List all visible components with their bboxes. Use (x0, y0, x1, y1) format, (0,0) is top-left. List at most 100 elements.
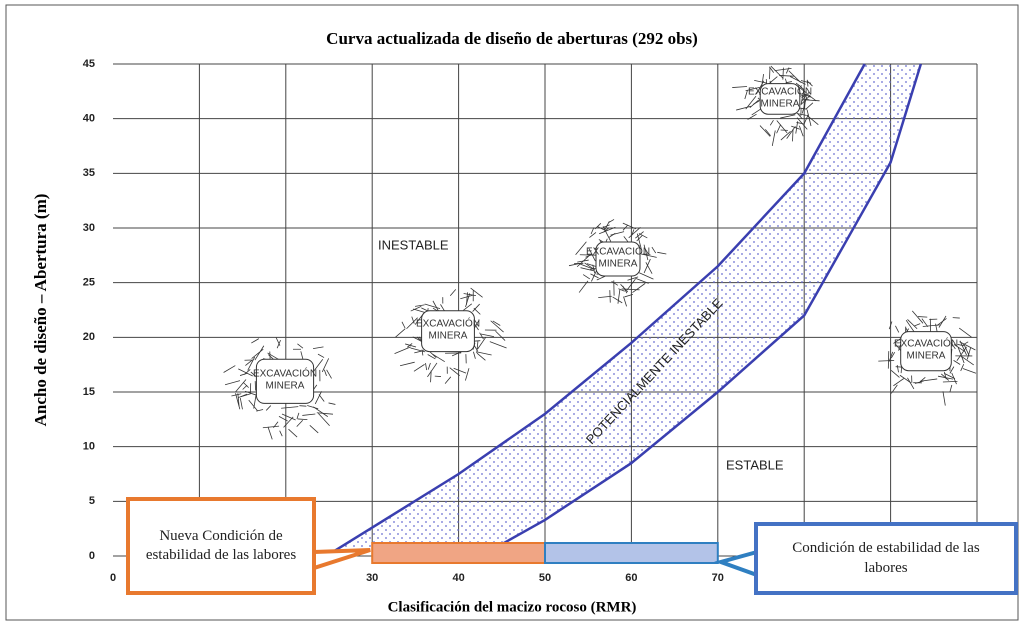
hatch (895, 325, 900, 333)
hatch (421, 349, 424, 356)
hatch (805, 99, 820, 102)
hatch (732, 86, 748, 88)
hatch (432, 353, 445, 363)
x-tick-label: 40 (452, 572, 464, 584)
hatch (414, 350, 424, 354)
hatch (254, 345, 265, 361)
hatch (641, 253, 657, 258)
hatch (911, 310, 924, 324)
hatch (959, 341, 976, 351)
opening (421, 310, 475, 353)
x-tick-label: 60 (625, 572, 637, 584)
hatch (592, 264, 596, 274)
hatch (239, 372, 248, 376)
hatch (759, 125, 771, 137)
hatch (248, 399, 258, 412)
hatch (492, 320, 501, 326)
hatch (764, 129, 771, 137)
y-tick-label: 45 (83, 58, 95, 70)
opening (595, 241, 641, 277)
hatch (239, 398, 243, 410)
y-tick-label: 0 (89, 550, 95, 562)
frame (5, 4, 1019, 621)
hatch (797, 113, 803, 120)
opening (759, 83, 801, 115)
hatch (321, 358, 330, 373)
hatch (919, 377, 926, 382)
hatch (785, 67, 790, 74)
callout-current: Condición de estabilidad de las labores (754, 522, 1018, 595)
hatch (962, 368, 977, 374)
hatch (803, 93, 811, 98)
hatch (899, 374, 912, 384)
hatch (590, 273, 599, 279)
hatch (256, 409, 264, 412)
hatch (893, 378, 905, 387)
hatch (645, 262, 653, 274)
hatch (776, 124, 782, 134)
y-tick-label: 10 (83, 441, 95, 453)
hatch (956, 346, 967, 361)
hatch (283, 416, 294, 428)
callout-pointer (312, 548, 371, 571)
hatch (890, 370, 900, 378)
x-tick-label: 70 (712, 572, 724, 584)
hatch (577, 259, 589, 263)
hatch (626, 278, 636, 291)
hatch (798, 125, 804, 137)
unstable-band (335, 64, 921, 551)
hatch (473, 351, 476, 359)
hatch (896, 364, 899, 373)
hatch (608, 232, 616, 238)
hatch (472, 303, 480, 312)
hatch (918, 316, 928, 318)
hatch (297, 418, 308, 421)
hatch (276, 339, 281, 349)
excavation-label: MINERA (599, 259, 638, 270)
hatch (907, 377, 915, 390)
hatch (780, 114, 796, 119)
hatch (242, 384, 248, 390)
excavation-label: MINERA (266, 381, 305, 392)
hatch (611, 281, 619, 286)
y-tick-label: 15 (83, 386, 95, 398)
hatch (414, 304, 425, 307)
excavation-label: MINERA (761, 99, 800, 110)
hatch (635, 277, 649, 284)
hatch (639, 272, 654, 280)
excavation-label: EXCAVACIÓN (416, 317, 480, 330)
hatch (635, 231, 644, 239)
hatch (800, 89, 805, 105)
hatch (251, 348, 264, 359)
hatch (449, 289, 457, 296)
hatch (495, 330, 506, 341)
y-tick-label: 5 (89, 495, 95, 507)
hatch (449, 367, 460, 376)
hatch (317, 353, 325, 358)
y-tick-label: 35 (83, 167, 95, 179)
hatch (942, 380, 958, 383)
hatch (960, 364, 965, 372)
hatch (444, 376, 452, 384)
hatch (622, 222, 637, 230)
x-tick-label: 30 (366, 572, 378, 584)
y-tick-label: 30 (83, 222, 95, 234)
hatch (921, 318, 929, 328)
hatch (476, 351, 492, 356)
y-axis-label: Ancho de diseño – Abertura (m) (31, 194, 50, 427)
boundary-curve (489, 63, 923, 552)
hatch (657, 251, 667, 255)
hatch (279, 430, 283, 437)
chart-title: Curva actualizada de diseño de aberturas… (326, 29, 698, 48)
hatch (622, 224, 629, 231)
hatch (302, 413, 316, 416)
hatch (888, 321, 893, 330)
hatch (323, 369, 327, 376)
y-tick-label: 40 (83, 113, 95, 125)
hatch (401, 321, 406, 329)
hatch (578, 280, 589, 293)
hatch (413, 364, 425, 372)
hatch (795, 82, 803, 88)
